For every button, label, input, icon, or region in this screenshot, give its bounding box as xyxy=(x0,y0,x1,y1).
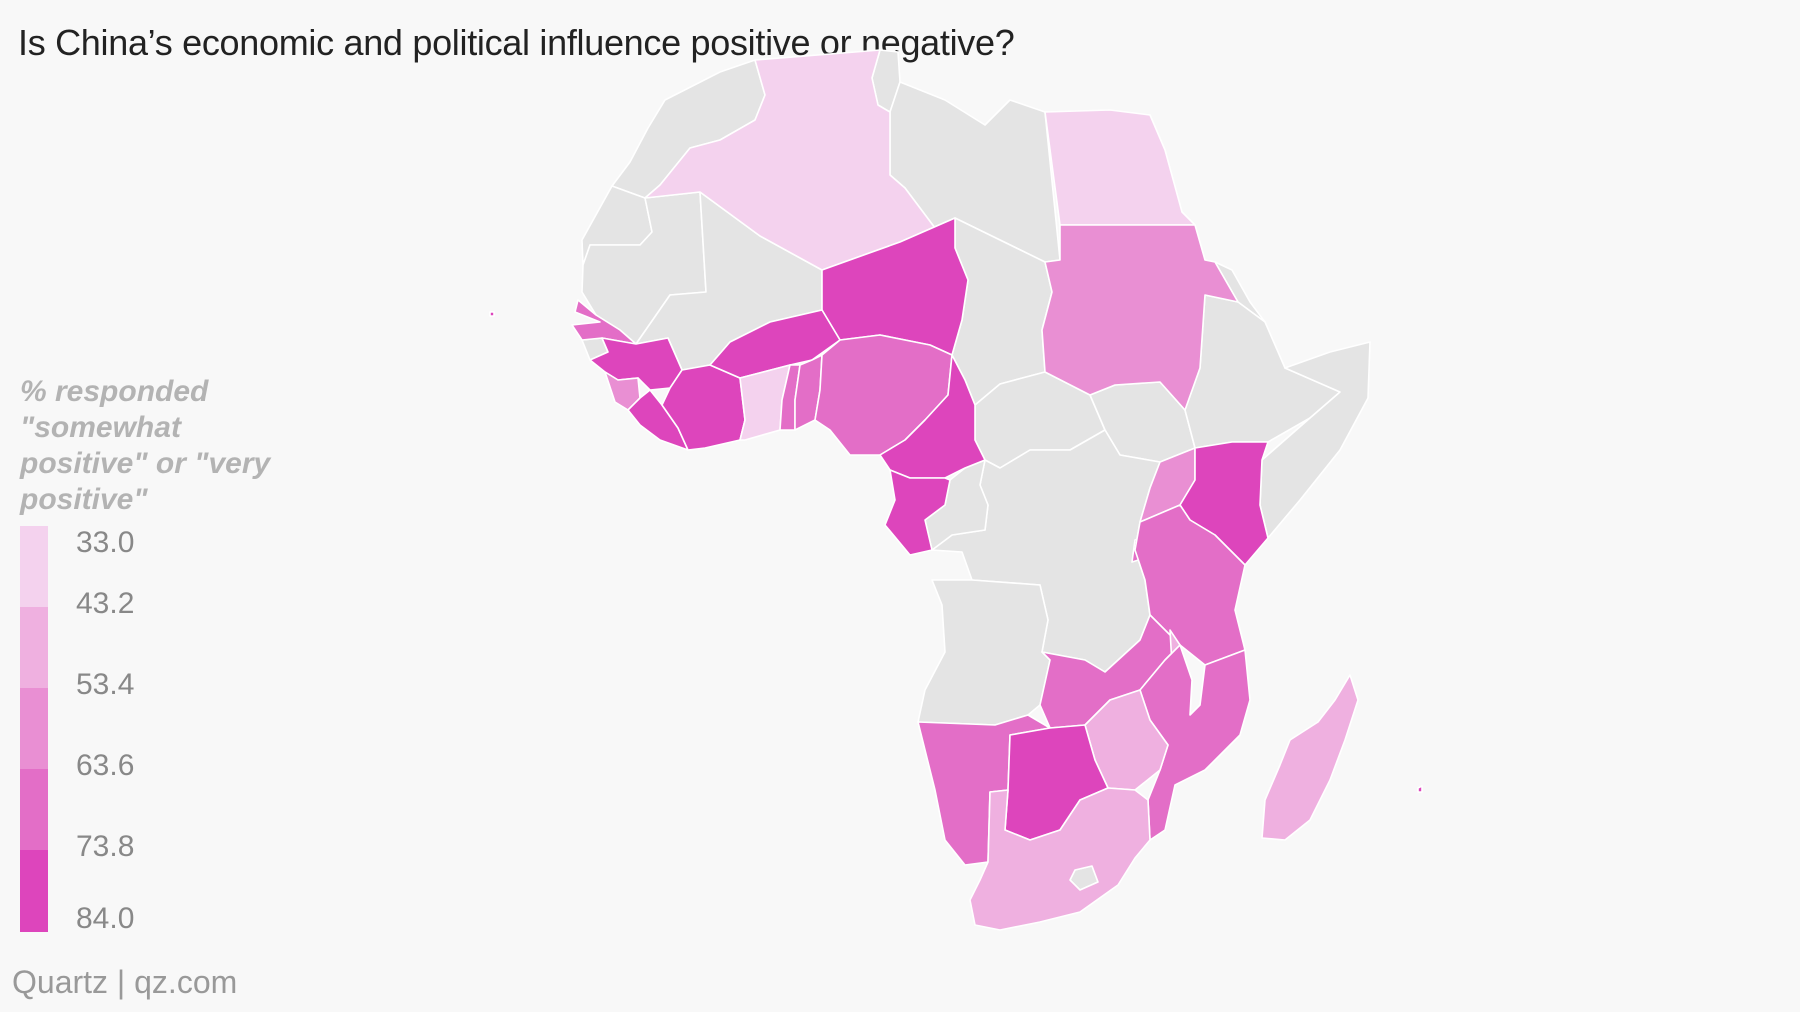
legend-swatch xyxy=(20,688,48,769)
legend-swatch xyxy=(20,607,48,688)
legend-label: 33.0 xyxy=(76,526,135,559)
legend-label: 84.0 xyxy=(76,902,135,935)
country-kenya xyxy=(1179,441,1269,566)
country-gabon xyxy=(884,469,951,556)
legend-swatch xyxy=(20,526,48,607)
legend-swatch xyxy=(20,850,48,932)
legend-label: 73.8 xyxy=(76,830,135,863)
country-sudan xyxy=(1041,224,1239,411)
legend-swatch xyxy=(20,769,48,850)
source-credit: Quartz | qz.com xyxy=(12,964,238,1000)
legend-label: 43.2 xyxy=(76,587,135,620)
legend-title: % responded "somewhat positive" or "very… xyxy=(20,375,271,516)
country-madagascar xyxy=(1261,674,1359,841)
legend-label: 63.6 xyxy=(76,749,135,782)
island-cape-verde xyxy=(489,311,495,317)
country-angola xyxy=(917,579,1051,726)
country-egypt xyxy=(1044,109,1196,226)
legend-label: 53.4 xyxy=(76,668,135,701)
country-south-africa xyxy=(969,787,1151,931)
color-legend: 33.0 43.2 53.4 63.6 73.8 84.0 xyxy=(20,526,134,935)
country-senegal xyxy=(571,299,637,345)
country-somalia xyxy=(1259,341,1371,539)
island-mauritius xyxy=(1417,785,1423,793)
